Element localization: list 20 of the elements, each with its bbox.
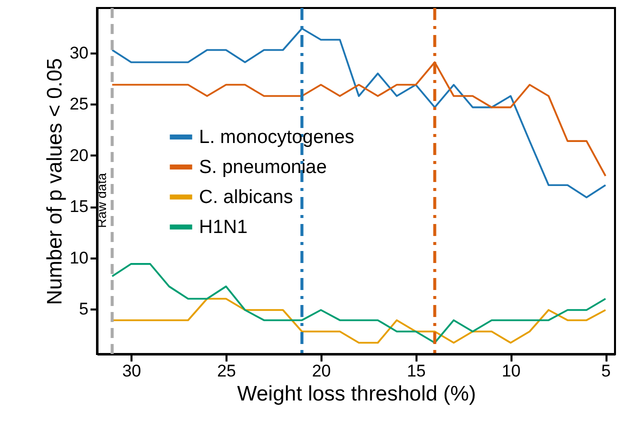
line-series (111, 298, 606, 344)
x-tick-label: 15 (406, 362, 426, 380)
x-tick-label: 30 (122, 362, 142, 380)
y-tick-label: 5 (79, 299, 88, 318)
x-tick-label: 20 (312, 362, 331, 380)
x-axis-title: Weight loss threshold (%) (237, 382, 476, 406)
line-series (111, 263, 606, 344)
legend-label: S. pneumoniae (199, 157, 327, 178)
y-tick-label: 20 (70, 146, 88, 165)
legend-label: C. albicans (199, 187, 293, 208)
x-tick-label: 25 (217, 362, 236, 380)
y-tick-label: 15 (70, 197, 88, 216)
legend-label: L. monocytogenes (199, 127, 354, 148)
y-axis-title: Number of p values < 0.05 (44, 58, 67, 305)
legend-label: H1N1 (199, 217, 248, 238)
y-tick-label: 25 (70, 94, 88, 114)
y-tick-label: 30 (70, 44, 88, 63)
y-tick-label: 10 (70, 248, 88, 268)
x-tick-label: 5 (601, 362, 611, 380)
x-tick-label: 10 (502, 362, 521, 380)
